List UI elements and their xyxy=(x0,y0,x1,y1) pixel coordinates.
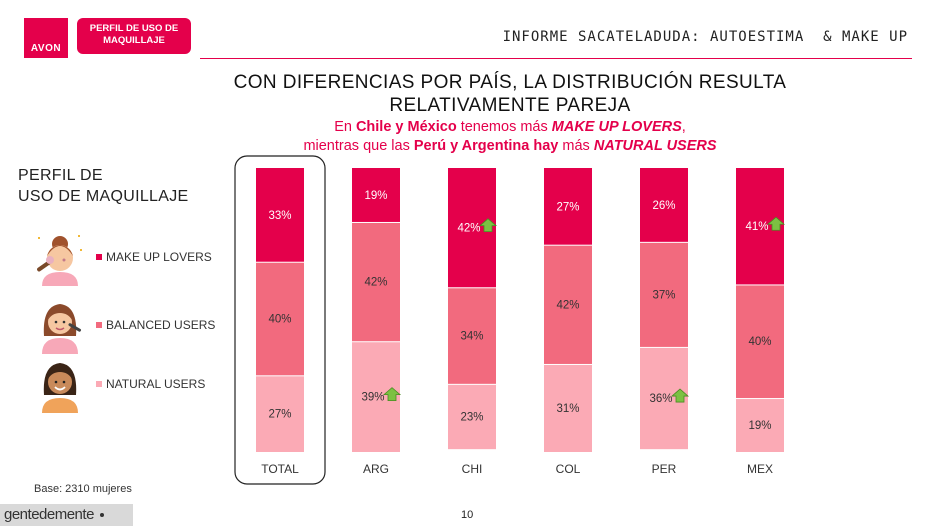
legend-label: MAKE UP LOVERS xyxy=(106,250,212,264)
bar-segment xyxy=(352,168,400,222)
header-divider xyxy=(200,58,912,59)
section-tag-line1: PERFIL DE USO DE xyxy=(89,23,179,34)
data-label: 19% xyxy=(748,420,771,432)
legend-label: NATURAL USERS xyxy=(106,377,206,391)
category-label: CHI xyxy=(462,462,483,476)
data-label: 42% xyxy=(457,223,480,235)
category-label: MEX xyxy=(747,462,773,476)
legend-item-balanced-users: BALANCED USERS xyxy=(30,296,215,354)
data-label: 19% xyxy=(364,190,387,202)
headline-line2: RELATIVAMENTE PAREJA xyxy=(389,95,631,116)
headline-line1: CON DIFERENCIAS POR PAÍS, LA DISTRIBUCIÓ… xyxy=(233,72,787,93)
data-label: 40% xyxy=(748,336,771,348)
up-arrow-icon xyxy=(766,216,786,231)
up-arrow-icon xyxy=(670,388,690,403)
category-label: TOTAL xyxy=(261,462,299,476)
page-number: 10 xyxy=(461,509,474,521)
legend-swatch xyxy=(96,322,102,328)
side-title: PERFIL DE USO DE MAQUILLAJE xyxy=(18,165,188,207)
data-label: 40% xyxy=(268,314,291,326)
woman-natural-face-icon xyxy=(42,363,78,413)
data-label: 27% xyxy=(556,201,579,213)
data-label: 39% xyxy=(361,392,384,404)
data-label: 27% xyxy=(268,409,291,421)
bar-segment xyxy=(640,168,688,242)
legend-swatch xyxy=(96,254,102,260)
bar-segment xyxy=(448,384,496,450)
data-label: 23% xyxy=(460,412,483,424)
total-highlight-box xyxy=(234,155,326,485)
legend-label: BALANCED USERS xyxy=(106,318,216,332)
data-label: 42% xyxy=(556,299,579,311)
section-tag-line2: MAQUILLAJE xyxy=(103,35,165,46)
data-label: 37% xyxy=(652,289,675,301)
bar-segment xyxy=(736,399,784,452)
data-label: 36% xyxy=(649,393,672,405)
data-label: 41% xyxy=(745,221,768,233)
side-title-line2: USO DE MAQUILLAJE xyxy=(18,188,189,205)
bar-segment xyxy=(448,288,496,384)
bar-segment xyxy=(640,242,688,347)
subheadline-line1: En Chile y México tenemos más MAKE UP LO… xyxy=(334,119,686,135)
report-title: INFORME SACATELADUDA: AUTOESTIMA & MAKE … xyxy=(502,29,908,45)
woman-makeup-brush-icon xyxy=(37,235,82,286)
legend-item-make-up-lovers: MAKE UP LOVERS xyxy=(30,228,212,286)
bar-segment xyxy=(256,262,304,376)
legend-item-natural-users: NATURAL USERS xyxy=(30,355,205,413)
bar-segment xyxy=(544,364,592,452)
category-label: ARG xyxy=(363,462,389,476)
bar-segment xyxy=(544,245,592,364)
data-label: 31% xyxy=(556,403,579,415)
data-label: 42% xyxy=(364,277,387,289)
base-note: Base: 2310 mujeres xyxy=(34,483,132,495)
avon-logo: AVON xyxy=(24,18,68,58)
data-label: 26% xyxy=(652,200,675,212)
bar-segment xyxy=(736,285,784,399)
up-arrow-icon xyxy=(382,387,402,402)
data-label: 34% xyxy=(460,331,483,343)
brand-logo: gentedemente xyxy=(0,504,133,526)
category-label: COL xyxy=(556,462,581,476)
section-tag: PERFIL DE USO DE MAQUILLAJE xyxy=(77,18,191,54)
woman-applying-makeup-icon xyxy=(42,304,82,354)
up-arrow-icon xyxy=(478,218,498,233)
bar-segment xyxy=(352,222,400,342)
bar-segment xyxy=(256,376,304,452)
legend-swatch xyxy=(96,381,102,387)
bar-segment xyxy=(256,168,304,262)
side-title-line1: PERFIL DE xyxy=(18,167,103,184)
subheadline-line2: mientras que las Perú y Argentina hay má… xyxy=(303,138,717,154)
category-label: PER xyxy=(652,462,677,476)
data-label: 33% xyxy=(268,210,291,222)
bar-segment xyxy=(544,168,592,245)
